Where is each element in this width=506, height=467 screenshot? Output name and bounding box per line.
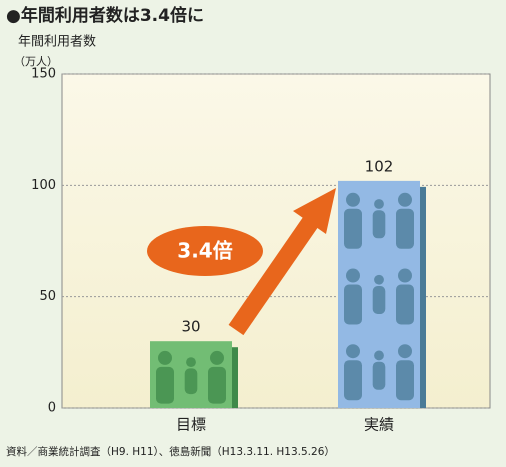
figure-body — [372, 361, 386, 390]
figure-head — [398, 192, 412, 207]
x-tick-label: 実績 — [364, 416, 394, 434]
figure-body — [156, 366, 174, 404]
arrow-head — [293, 188, 336, 234]
annotation: 3.4倍 — [177, 239, 232, 263]
x-tick-label: 目標 — [176, 416, 206, 434]
figure-head — [398, 268, 412, 283]
figure-body — [396, 284, 414, 325]
annotation-bubble — [147, 226, 263, 276]
figure-body — [372, 210, 386, 239]
figure-body — [396, 208, 414, 249]
figure-body — [344, 284, 362, 325]
y-tick-label: 150 — [31, 67, 56, 82]
figure-head — [398, 344, 412, 359]
y-tick-label: 50 — [39, 289, 56, 304]
figure-body — [344, 360, 362, 401]
figure-head — [346, 268, 360, 283]
bar-side — [230, 347, 238, 408]
figure-body — [344, 208, 362, 249]
y-axis-unit: （万人） — [14, 55, 58, 68]
figure-body — [184, 368, 198, 395]
figure-head — [346, 192, 360, 207]
figure-body — [372, 286, 386, 315]
figure-body — [208, 366, 226, 404]
figure-body — [396, 360, 414, 401]
data-label: 30 — [181, 318, 200, 336]
figure-head — [186, 357, 196, 367]
figure-head — [158, 350, 172, 365]
figure-head — [346, 344, 360, 359]
source: 資料／商業統計調査（H9. H11）、徳島新聞（H13.3.11. H13.5.… — [6, 445, 335, 458]
arrow-shaft — [228, 214, 320, 336]
figure-head — [374, 350, 384, 361]
figure-head — [374, 199, 384, 209]
y-axis-label: 年間利用者数 — [18, 35, 96, 50]
y-tick-label: 100 — [31, 178, 56, 193]
chart-title: ●年間利用者数は3.4倍に — [6, 5, 204, 26]
bar-side — [418, 186, 426, 408]
data-label: 102 — [365, 157, 394, 175]
y-tick-label: 0 — [48, 401, 56, 416]
figure-head — [374, 274, 384, 285]
figure-head — [210, 350, 224, 365]
